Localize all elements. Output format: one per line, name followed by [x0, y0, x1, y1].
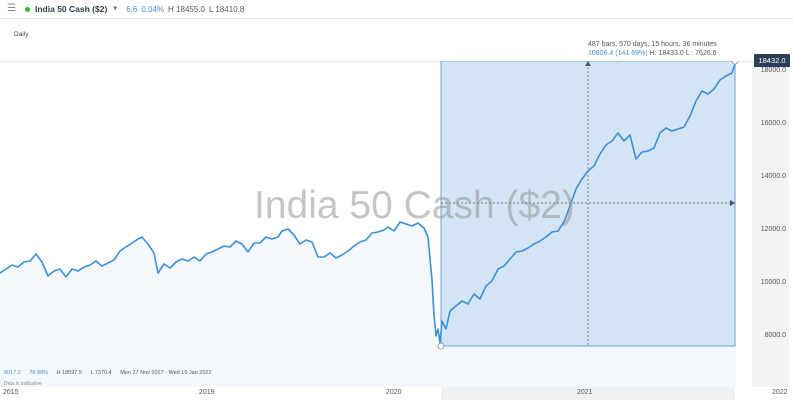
market-status-icon: [25, 6, 30, 12]
range-stats: 8017.2 76.98% H 18597.5 L 7370.4 Mon 27 …: [4, 370, 219, 376]
hamburger-menu-icon[interactable]: ☰: [7, 3, 16, 14]
measure-start-handle: [437, 342, 445, 350]
price-axis[interactable]: 18000.0 16000.0 14000.0 12000.0 10000.0 …: [752, 61, 789, 387]
price-chart: [0, 57, 752, 387]
y-tick: 8000.0: [764, 332, 786, 339]
price-line: [0, 60, 737, 344]
x-tick: 2015: [3, 389, 19, 396]
range-low: L 7370.4: [90, 370, 112, 376]
x-tick: 2022: [772, 389, 788, 396]
range-high: H 18597.5: [56, 370, 82, 376]
y-tick: 14000.0: [760, 173, 786, 180]
measure-end-handle: [731, 57, 739, 65]
measure-high-low: H: 18433.0 L : 7626.6: [649, 49, 717, 57]
y-tick: 18000.0: [760, 67, 786, 74]
chart-plot-area[interactable]: [0, 57, 752, 387]
range-value: 8017.2: [4, 370, 21, 376]
measure-change: 10806.4 (141.69%): [588, 49, 648, 57]
y-tick: 12000.0: [760, 226, 786, 233]
price-change: 6.6: [126, 4, 138, 14]
chevron-down-icon[interactable]: ▼: [112, 6, 119, 12]
y-tick: 16000.0: [760, 120, 786, 127]
x-tick: 2021: [577, 389, 593, 396]
range-pct: 76.98%: [29, 370, 49, 376]
selected-range-highlight: [441, 387, 735, 400]
interval-label[interactable]: Daily: [14, 31, 29, 38]
range-dates: Mon 27 Nov 2017 - Wed 19 Jan 2022: [120, 370, 212, 376]
symbol-name[interactable]: India 50 Cash ($2): [35, 4, 108, 14]
measure-tooltip: 487 bars, 570 days, 15 hours, 36 minutes…: [588, 41, 717, 58]
chart-watermark: India 50 Cash ($2): [254, 184, 575, 227]
time-axis[interactable]: 2015 2019 2020 2021 2022: [0, 387, 793, 400]
current-price-tag: 18432.0: [754, 54, 790, 67]
x-tick: 2019: [199, 389, 215, 396]
y-tick: 10000.0: [760, 279, 786, 286]
chart-toolbar: ☰ India 50 Cash ($2) ▼ 6.6 0.04% H 18455…: [0, 0, 793, 19]
x-tick: 2020: [386, 389, 402, 396]
data-disclaimer: Data is indicative: [4, 381, 42, 387]
session-low: L 18410.8: [208, 4, 245, 14]
measure-bars-duration: 487 bars, 570 days, 15 hours, 36 minutes: [588, 41, 717, 48]
price-change-pct: 0.04%: [141, 4, 165, 14]
session-high: H 18455.0: [168, 4, 205, 14]
